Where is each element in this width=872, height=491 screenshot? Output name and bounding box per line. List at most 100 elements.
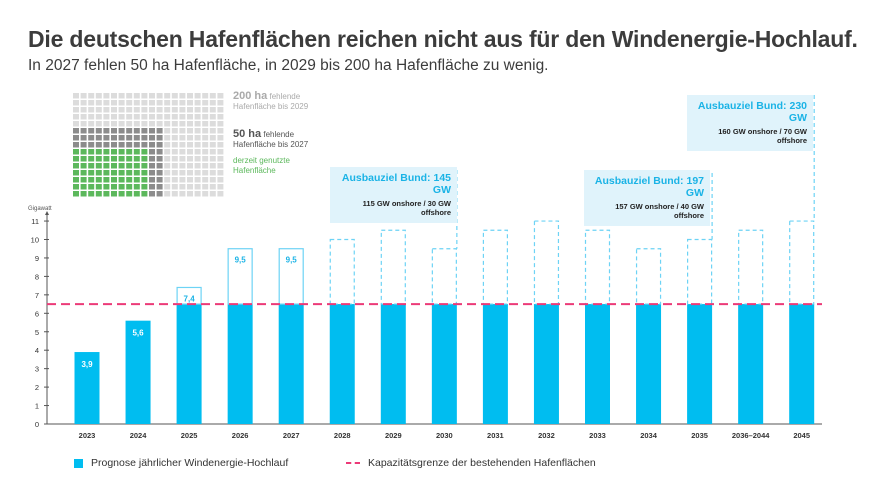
waffle-cell — [179, 177, 186, 183]
waffle-cell — [164, 121, 171, 127]
waffle-cell — [171, 93, 178, 99]
waffle-cell — [126, 191, 133, 197]
waffle-cell — [80, 114, 87, 120]
waffle-cell — [103, 191, 110, 197]
waffle-cell — [179, 107, 186, 113]
waffle-cell — [118, 128, 125, 134]
waffle-cell — [209, 114, 216, 120]
waffle-cell — [149, 107, 155, 113]
waffle-cell — [118, 191, 125, 197]
waffle-cell — [202, 170, 209, 176]
waffle-cell — [73, 93, 79, 99]
waffle-cell — [118, 121, 125, 127]
y-tick-label: 10 — [31, 236, 39, 245]
y-tick-label: 7 — [35, 291, 39, 300]
waffle-cell — [194, 121, 201, 127]
waffle-cell — [118, 135, 125, 141]
bar-outline-2029 — [380, 229, 406, 305]
waffle-cell — [126, 121, 133, 127]
waffle-cell — [73, 149, 79, 155]
waffle-cell — [187, 177, 193, 183]
waffle-cell — [179, 184, 186, 190]
x-tick-label: 2034 — [640, 431, 658, 440]
waffle-cell — [111, 184, 117, 190]
waffle-cell — [141, 107, 148, 113]
waffle-cell — [187, 184, 193, 190]
waffle-cell — [126, 177, 133, 183]
waffle-cell — [133, 184, 140, 190]
waffle-cell — [217, 149, 224, 155]
waffle-cell — [133, 149, 140, 155]
waffle-cell — [111, 114, 117, 120]
page-title: Die deutschen Hafenflächen reichen nicht… — [28, 26, 858, 52]
waffle-cell — [194, 93, 201, 99]
waffle-cell — [133, 107, 140, 113]
waffle-cell — [80, 163, 87, 169]
waffle-cell — [103, 135, 110, 141]
waffle-cell — [141, 149, 148, 155]
waffle-cell — [149, 184, 155, 190]
waffle-cell — [73, 107, 79, 113]
waffle-cell — [88, 107, 95, 113]
waffle-cell — [156, 135, 163, 141]
x-tick-label: 2024 — [130, 431, 148, 440]
waffle-cell — [187, 107, 193, 113]
waffle-cell — [217, 177, 224, 183]
bar-2024 — [125, 320, 151, 424]
waffle-cell — [141, 170, 148, 176]
waffle-cell — [164, 177, 171, 183]
waffle-cell — [149, 156, 155, 162]
waffle-cell — [111, 128, 117, 134]
waffle-cell — [209, 128, 216, 134]
waffle-cell — [187, 128, 193, 134]
waffle-cell — [126, 107, 133, 113]
waffle-cell — [88, 156, 95, 162]
waffle-cell — [141, 163, 148, 169]
waffle-cell — [164, 170, 171, 176]
waffle-cell — [126, 135, 133, 141]
y-tick-label: 0 — [35, 420, 39, 429]
waffle-cell — [187, 100, 193, 106]
waffle-cell — [156, 177, 163, 183]
y-axis-arrow — [45, 211, 49, 215]
waffle-cell — [73, 156, 79, 162]
waffle-cell — [164, 163, 171, 169]
x-tick-label: 2030 — [436, 431, 453, 440]
waffle-cell — [80, 121, 87, 127]
waffle-cell — [164, 128, 171, 134]
legend-limit-label: Kapazitätsgrenze der bestehenden Hafenfl… — [368, 457, 596, 469]
waffle-cell — [179, 135, 186, 141]
waffle-cell — [95, 121, 102, 127]
waffle-cell — [164, 142, 171, 148]
waffle-cell — [103, 100, 110, 106]
x-tick-label: 2027 — [283, 431, 300, 440]
waffle-cell — [194, 107, 201, 113]
waffle-cell — [141, 121, 148, 127]
waffle-cell — [179, 142, 186, 148]
y-tick-label: 6 — [35, 309, 39, 318]
waffle-cell — [118, 149, 125, 155]
waffle-cell — [187, 93, 193, 99]
waffle-cell — [156, 100, 163, 106]
waffle-cell — [103, 177, 110, 183]
y-tick-label: 3 — [35, 365, 39, 374]
bar-2025 — [176, 304, 202, 424]
waffle-cell — [103, 156, 110, 162]
waffle-cell — [179, 156, 186, 162]
waffle-cell — [126, 93, 133, 99]
waffle-cell — [103, 149, 110, 155]
waffle-cell — [171, 142, 178, 148]
waffle-cell — [209, 156, 216, 162]
waffle-cell — [103, 142, 110, 148]
waffle-cell — [202, 107, 209, 113]
waffle-cell — [171, 149, 178, 155]
data-label-2023: 3,9 — [81, 360, 93, 369]
waffle-cell — [209, 142, 216, 148]
data-label-2025: 7,4 — [184, 294, 196, 303]
waffle-cell — [217, 107, 224, 113]
data-label-2024: 5,6 — [132, 329, 144, 338]
waffle-cell — [126, 128, 133, 134]
waffle-cell — [194, 163, 201, 169]
waffle-cell — [133, 128, 140, 134]
